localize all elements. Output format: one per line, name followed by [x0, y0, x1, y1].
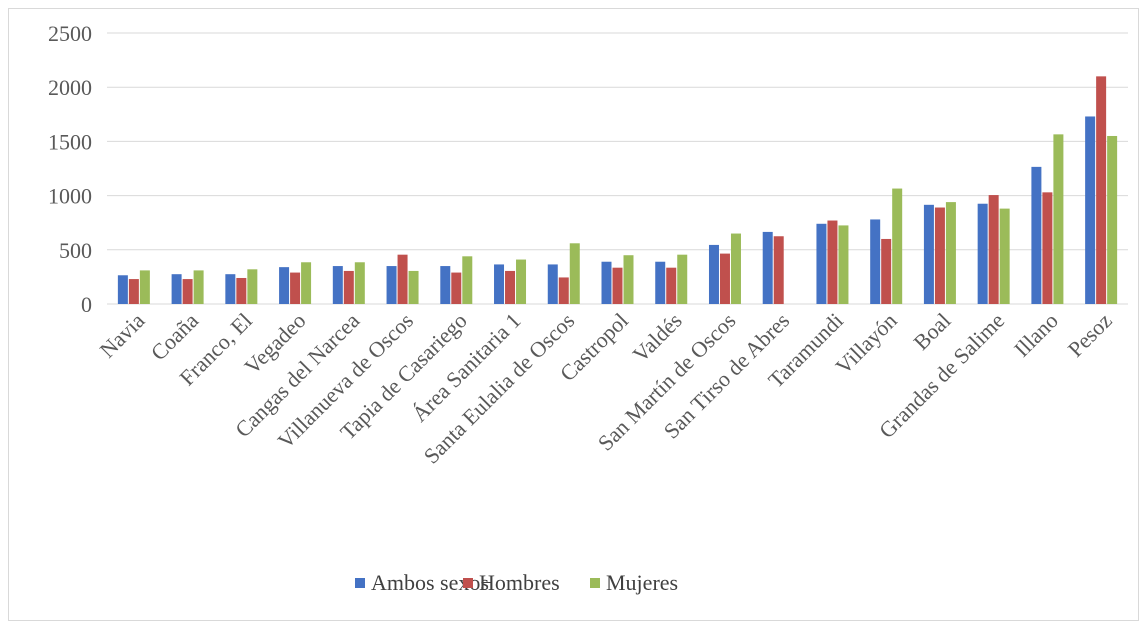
- bar-ambos-sexos: [494, 264, 504, 304]
- bar-hombres: [344, 271, 354, 304]
- bar-ambos-sexos: [602, 262, 612, 304]
- bar-mujeres: [1053, 134, 1063, 304]
- legend-swatch: [463, 578, 473, 588]
- bar-hombres: [774, 236, 784, 304]
- bar-hombres: [720, 254, 730, 304]
- bar-mujeres: [731, 234, 741, 304]
- bar-hombres: [1042, 192, 1052, 304]
- bar-ambos-sexos: [924, 205, 934, 304]
- bar-mujeres: [1107, 136, 1117, 304]
- legend-swatch: [590, 578, 600, 588]
- bar-ambos-sexos: [387, 266, 397, 304]
- bar-ambos-sexos: [440, 266, 450, 304]
- bar-ambos-sexos: [225, 274, 235, 304]
- y-tick-label: 1500: [48, 129, 92, 154]
- bar-hombres: [505, 271, 515, 304]
- bar-ambos-sexos: [816, 224, 826, 304]
- bar-mujeres: [409, 271, 419, 304]
- legend-swatch: [355, 578, 365, 588]
- bar-mujeres: [247, 269, 257, 304]
- bar-mujeres: [570, 243, 580, 304]
- bar-mujeres: [140, 270, 150, 304]
- bar-hombres: [666, 268, 676, 304]
- bar-hombres: [1096, 76, 1106, 304]
- y-tick-label: 500: [59, 238, 92, 263]
- bar-ambos-sexos: [1031, 167, 1041, 304]
- bar-ambos-sexos: [763, 232, 773, 304]
- bar-mujeres: [677, 255, 687, 304]
- legend-label: Hombres: [479, 570, 560, 595]
- bar-ambos-sexos: [118, 275, 128, 304]
- bar-mujeres: [355, 262, 365, 304]
- bar-ambos-sexos: [978, 204, 988, 304]
- bar-mujeres: [462, 256, 472, 304]
- bar-mujeres: [946, 202, 956, 304]
- bar-ambos-sexos: [709, 245, 719, 304]
- y-tick-label: 2000: [48, 75, 92, 100]
- bar-hombres: [559, 277, 569, 304]
- bar-hombres: [451, 273, 461, 304]
- y-tick-label: 1000: [48, 184, 92, 209]
- bar-mujeres: [194, 270, 204, 304]
- bar-ambos-sexos: [655, 262, 665, 304]
- bar-hombres: [613, 268, 623, 304]
- bar-ambos-sexos: [870, 219, 880, 304]
- bar-ambos-sexos: [172, 274, 182, 304]
- bar-hombres: [881, 239, 891, 304]
- bar-hombres: [129, 279, 139, 304]
- bar-mujeres: [1000, 209, 1010, 304]
- bar-hombres: [236, 278, 246, 304]
- bar-mujeres: [838, 225, 848, 304]
- bar-mujeres: [892, 189, 902, 304]
- bar-hombres: [398, 255, 408, 304]
- y-tick-label: 0: [81, 292, 92, 317]
- bar-mujeres: [624, 255, 634, 304]
- bar-hombres: [290, 273, 300, 304]
- bar-hombres: [989, 195, 999, 304]
- bar-ambos-sexos: [548, 264, 558, 304]
- bar-ambos-sexos: [1085, 116, 1095, 304]
- bar-hombres: [183, 279, 193, 304]
- y-tick-label: 2500: [48, 21, 92, 46]
- bar-ambos-sexos: [333, 266, 343, 304]
- bar-ambos-sexos: [279, 267, 289, 304]
- bar-mujeres: [516, 260, 526, 304]
- bar-hombres: [827, 221, 837, 304]
- bar-mujeres: [301, 262, 311, 304]
- bar-hombres: [935, 208, 945, 304]
- legend-label: Mujeres: [606, 570, 678, 595]
